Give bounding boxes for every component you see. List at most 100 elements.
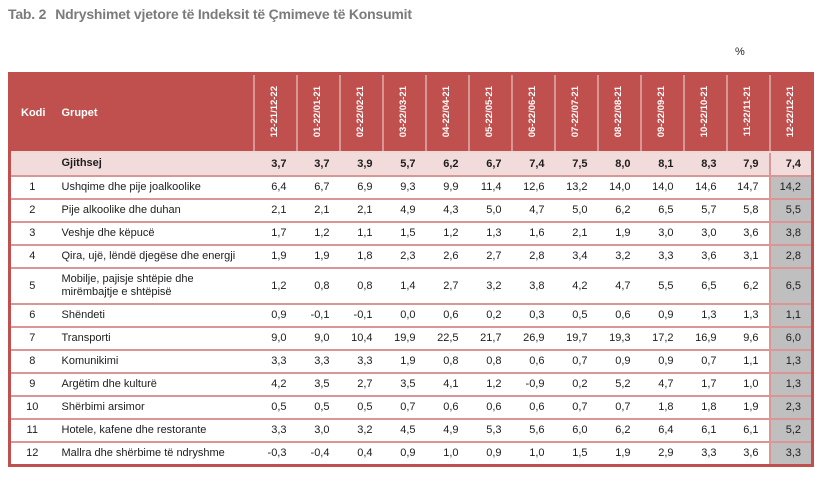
row-code: 2 xyxy=(9,198,54,223)
row-value-cell: 9,3 xyxy=(382,175,426,200)
row-group-label: Hotele, kafene dhe restorante xyxy=(53,418,254,443)
row-value-cell: 4,3 xyxy=(425,198,469,223)
row-value-cell: 0,9 xyxy=(597,349,641,374)
row-value-cell: 0,7 xyxy=(554,395,598,420)
row-value-cell: -0,4 xyxy=(296,441,340,466)
table-row: 7 Transporti 9,0 9,0 10,4 19,9 22,5 21,7 26,9 19,… xyxy=(9,326,813,351)
row-code: 9 xyxy=(9,372,54,397)
table-body: Gjithsej 3,7 3,7 3,9 5,7 6,2 6,7 7,4 7,5 8,0 8,1 8… xyxy=(9,151,813,466)
col-header-period: 10-22/10-21 xyxy=(682,73,727,153)
row-value-cell: 14,0 xyxy=(640,175,684,200)
table-row: 12 Mallra dhe shërbime të ndryshme -0,3 -0,… xyxy=(9,441,813,466)
row-value-cell: 14,7 xyxy=(726,175,770,200)
row-value-cell: 3,3 xyxy=(253,349,297,374)
row-value-cell: -0,1 xyxy=(296,303,340,328)
row-value-cell: 0,4 xyxy=(339,441,383,466)
row-value-cell: 0,8 xyxy=(339,267,383,305)
row-value-cell: 6,2 xyxy=(597,198,641,223)
row-value-cell: 4,1 xyxy=(425,372,469,397)
row-value-cell: 2,6 xyxy=(425,244,469,269)
col-header-period: 12-21/12-22 xyxy=(252,73,297,153)
row-group-label: Ushqime dhe pije joalkoolike xyxy=(53,175,254,200)
row-value-cell: 4,7 xyxy=(511,198,555,223)
row-value-cell: 5,5 xyxy=(768,198,813,223)
col-header-period: 04-22/04-21 xyxy=(424,73,469,153)
header-row: Kodi Grupet 12-21/12-22 01-22/01-21 02-22/… xyxy=(9,73,813,153)
row-value-cell: 19,9 xyxy=(382,326,426,351)
row-code: 11 xyxy=(9,418,54,443)
col-header-kodi: Kodi xyxy=(9,73,54,153)
row-value-cell: 0,9 xyxy=(640,303,684,328)
row-value-cell: 3,5 xyxy=(296,372,340,397)
row-value-cell: 4,7 xyxy=(597,267,641,305)
row-value-cell: 3,6 xyxy=(726,441,770,466)
row-value-cell: 6,9 xyxy=(339,175,383,200)
row-value-cell: 2,8 xyxy=(511,244,555,269)
row-value-cell: 0,7 xyxy=(597,395,641,420)
period-label: 02-22/02-21 xyxy=(355,85,367,137)
row-value-cell: 2,7 xyxy=(425,267,469,305)
row-group-label: Veshje dhe këpucë xyxy=(53,221,254,246)
row-value-cell: 26,9 xyxy=(511,326,555,351)
table-title: Tab. 2 Ndryshimet vjetore të Indeksit të … xyxy=(8,6,412,22)
row-value-cell: 1,2 xyxy=(296,221,340,246)
row-value-cell: 4,9 xyxy=(425,418,469,443)
table-row: 3 Veshje dhe këpucë 1,7 1,2 1,1 1,5 1,2 1,3 1,6 2… xyxy=(9,221,813,246)
row-value-cell: 0,8 xyxy=(468,349,512,374)
row-value-cell: 0,6 xyxy=(425,303,469,328)
row-code: 1 xyxy=(9,175,54,200)
row-value-cell: 0,6 xyxy=(597,303,641,328)
table-row: 1 Ushqime dhe pije joalkoolike 6,4 6,7 6,9 9,… xyxy=(9,175,813,200)
col-header-period: 12-22/12-21 xyxy=(768,73,813,153)
col-header-period: 08-22/08-21 xyxy=(596,73,641,153)
row-value-cell: 0,9 xyxy=(382,441,426,466)
col-header-period: 06-22/06-21 xyxy=(510,73,555,153)
row-code: 12 xyxy=(9,441,54,466)
row-value-cell: -0,9 xyxy=(511,372,555,397)
row-value-cell: 6,1 xyxy=(683,418,727,443)
row-value-cell: 0,9 xyxy=(253,303,297,328)
row-value-cell: 9,0 xyxy=(296,326,340,351)
row-value-cell: 12,6 xyxy=(511,175,555,200)
row-value-cell: 1,9 xyxy=(382,349,426,374)
row-value-cell: 1,9 xyxy=(597,441,641,466)
row-group-label: Shëndeti xyxy=(53,303,254,328)
total-row: Gjithsej 3,7 3,7 3,9 5,7 6,2 6,7 7,4 7,5 8,0 8,1 8… xyxy=(9,151,813,177)
row-value-cell: 1,3 xyxy=(683,303,727,328)
row-value-cell: 1,6 xyxy=(511,221,555,246)
row-value-cell: 1,2 xyxy=(253,267,297,305)
period-label: 12-22/12-21 xyxy=(785,85,796,137)
row-value-cell: 13,2 xyxy=(554,175,598,200)
row-value-cell: 3,6 xyxy=(726,221,770,246)
table-row: 6 Shëndeti 0,9 -0,1 -0,1 0,0 0,6 0,2 0,3 0,5 0,6 0,… xyxy=(9,303,813,328)
col-header-period: 03-22/03-21 xyxy=(381,73,426,153)
row-code: 5 xyxy=(9,267,54,305)
total-value-cell: 3,7 xyxy=(253,151,297,177)
total-value-cell: 3,9 xyxy=(339,151,383,177)
table-row: 4 Qira, ujë, lëndë djegëse dhe energji 1,9… xyxy=(9,244,813,269)
total-row-label: Gjithsej xyxy=(53,151,254,177)
row-group-label: Qira, ujë, lëndë djegëse dhe energji xyxy=(53,244,254,269)
period-label: 03-22/03-21 xyxy=(398,85,410,137)
table-row: 9 Argëtim dhe kulturë 4,2 3,5 2,7 3,5 4,1 1,2 -0… xyxy=(9,372,813,397)
row-value-cell: 5,3 xyxy=(468,418,512,443)
row-value-cell: 0,5 xyxy=(296,395,340,420)
row-value-cell: 2,8 xyxy=(768,244,813,269)
row-value-cell: -0,1 xyxy=(339,303,383,328)
row-value-cell: 3,2 xyxy=(339,418,383,443)
row-value-cell: 3,2 xyxy=(468,267,512,305)
row-value-cell: 0,7 xyxy=(554,349,598,374)
table-row: 2 Pije alkoolike dhe duhan 2,1 2,1 2,1 4,9 4,3… xyxy=(9,198,813,223)
row-group-label: Pije alkoolike dhe duhan xyxy=(53,198,254,223)
row-value-cell: 3,4 xyxy=(554,244,598,269)
total-value-cell: 7,4 xyxy=(511,151,555,177)
row-value-cell: 1,2 xyxy=(425,221,469,246)
row-value-cell: 1,4 xyxy=(382,267,426,305)
row-value-cell: 0,6 xyxy=(468,395,512,420)
period-label: 12-21/12-22 xyxy=(269,85,281,137)
row-value-cell: 3,3 xyxy=(253,418,297,443)
row-value-cell: 1,3 xyxy=(768,349,813,374)
table-row: 10 Shërbimi arsimor 0,5 0,5 0,5 0,7 0,6 0,6 0,6 0… xyxy=(9,395,813,420)
row-value-cell: 2,1 xyxy=(554,221,598,246)
row-value-cell: 1,0 xyxy=(511,441,555,466)
